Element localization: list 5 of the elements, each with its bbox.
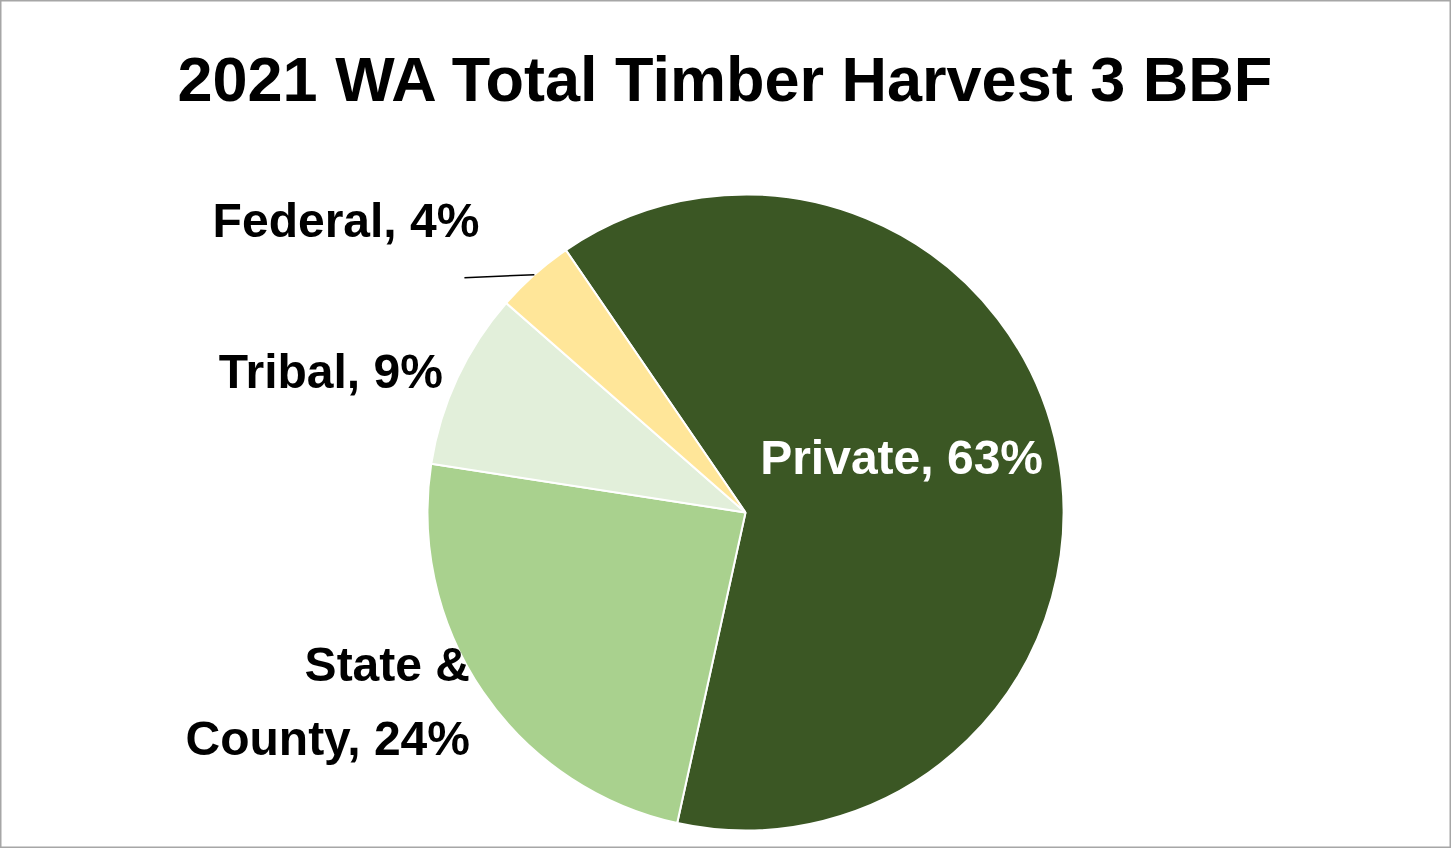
slice-label: Tribal, 9% bbox=[218, 344, 443, 398]
chart-title: 2021 WA Total Timber Harvest 3 BBF bbox=[177, 43, 1273, 114]
slice-label: State & County, 24% bbox=[185, 637, 470, 765]
slice-label: Private, 63% bbox=[760, 430, 1043, 484]
slice-label: Federal, 4% bbox=[212, 193, 480, 247]
